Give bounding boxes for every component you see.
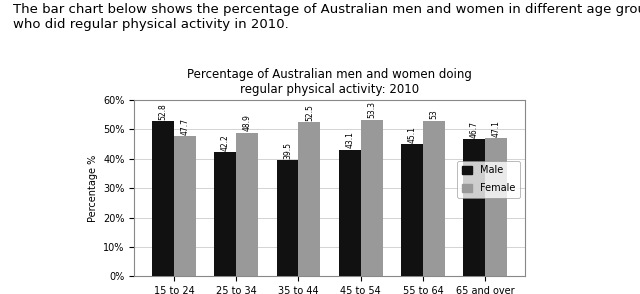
Bar	[361, 120, 383, 276]
Bar	[423, 121, 445, 276]
Bar	[214, 152, 236, 276]
Text: The bar chart below shows the percentage of Australian men and women in differen: The bar chart below shows the percentage…	[13, 3, 640, 31]
Title: Percentage of Australian men and women doing
regular physical activity: 2010: Percentage of Australian men and women d…	[187, 68, 472, 96]
Text: 46.7: 46.7	[470, 121, 479, 138]
Bar	[339, 150, 361, 276]
Text: 39.5: 39.5	[283, 142, 292, 159]
Bar	[298, 122, 320, 276]
Text: 52.8: 52.8	[159, 103, 168, 120]
Text: 42.2: 42.2	[221, 134, 230, 151]
Text: 48.9: 48.9	[243, 115, 252, 131]
Text: 53: 53	[429, 110, 438, 119]
Bar	[174, 136, 196, 276]
Text: 43.1: 43.1	[346, 132, 355, 148]
Bar	[401, 144, 423, 276]
Bar	[152, 121, 174, 276]
Bar	[463, 139, 485, 276]
Text: 47.1: 47.1	[492, 120, 500, 137]
Bar	[485, 138, 507, 276]
Text: 53.3: 53.3	[367, 101, 376, 118]
Text: 52.5: 52.5	[305, 104, 314, 121]
Legend: Male, Female: Male, Female	[458, 161, 520, 198]
Text: 47.7: 47.7	[180, 118, 189, 135]
Y-axis label: Percentage %: Percentage %	[88, 155, 98, 222]
Text: 45.1: 45.1	[408, 126, 417, 143]
Bar	[236, 133, 258, 276]
Bar	[276, 160, 298, 276]
